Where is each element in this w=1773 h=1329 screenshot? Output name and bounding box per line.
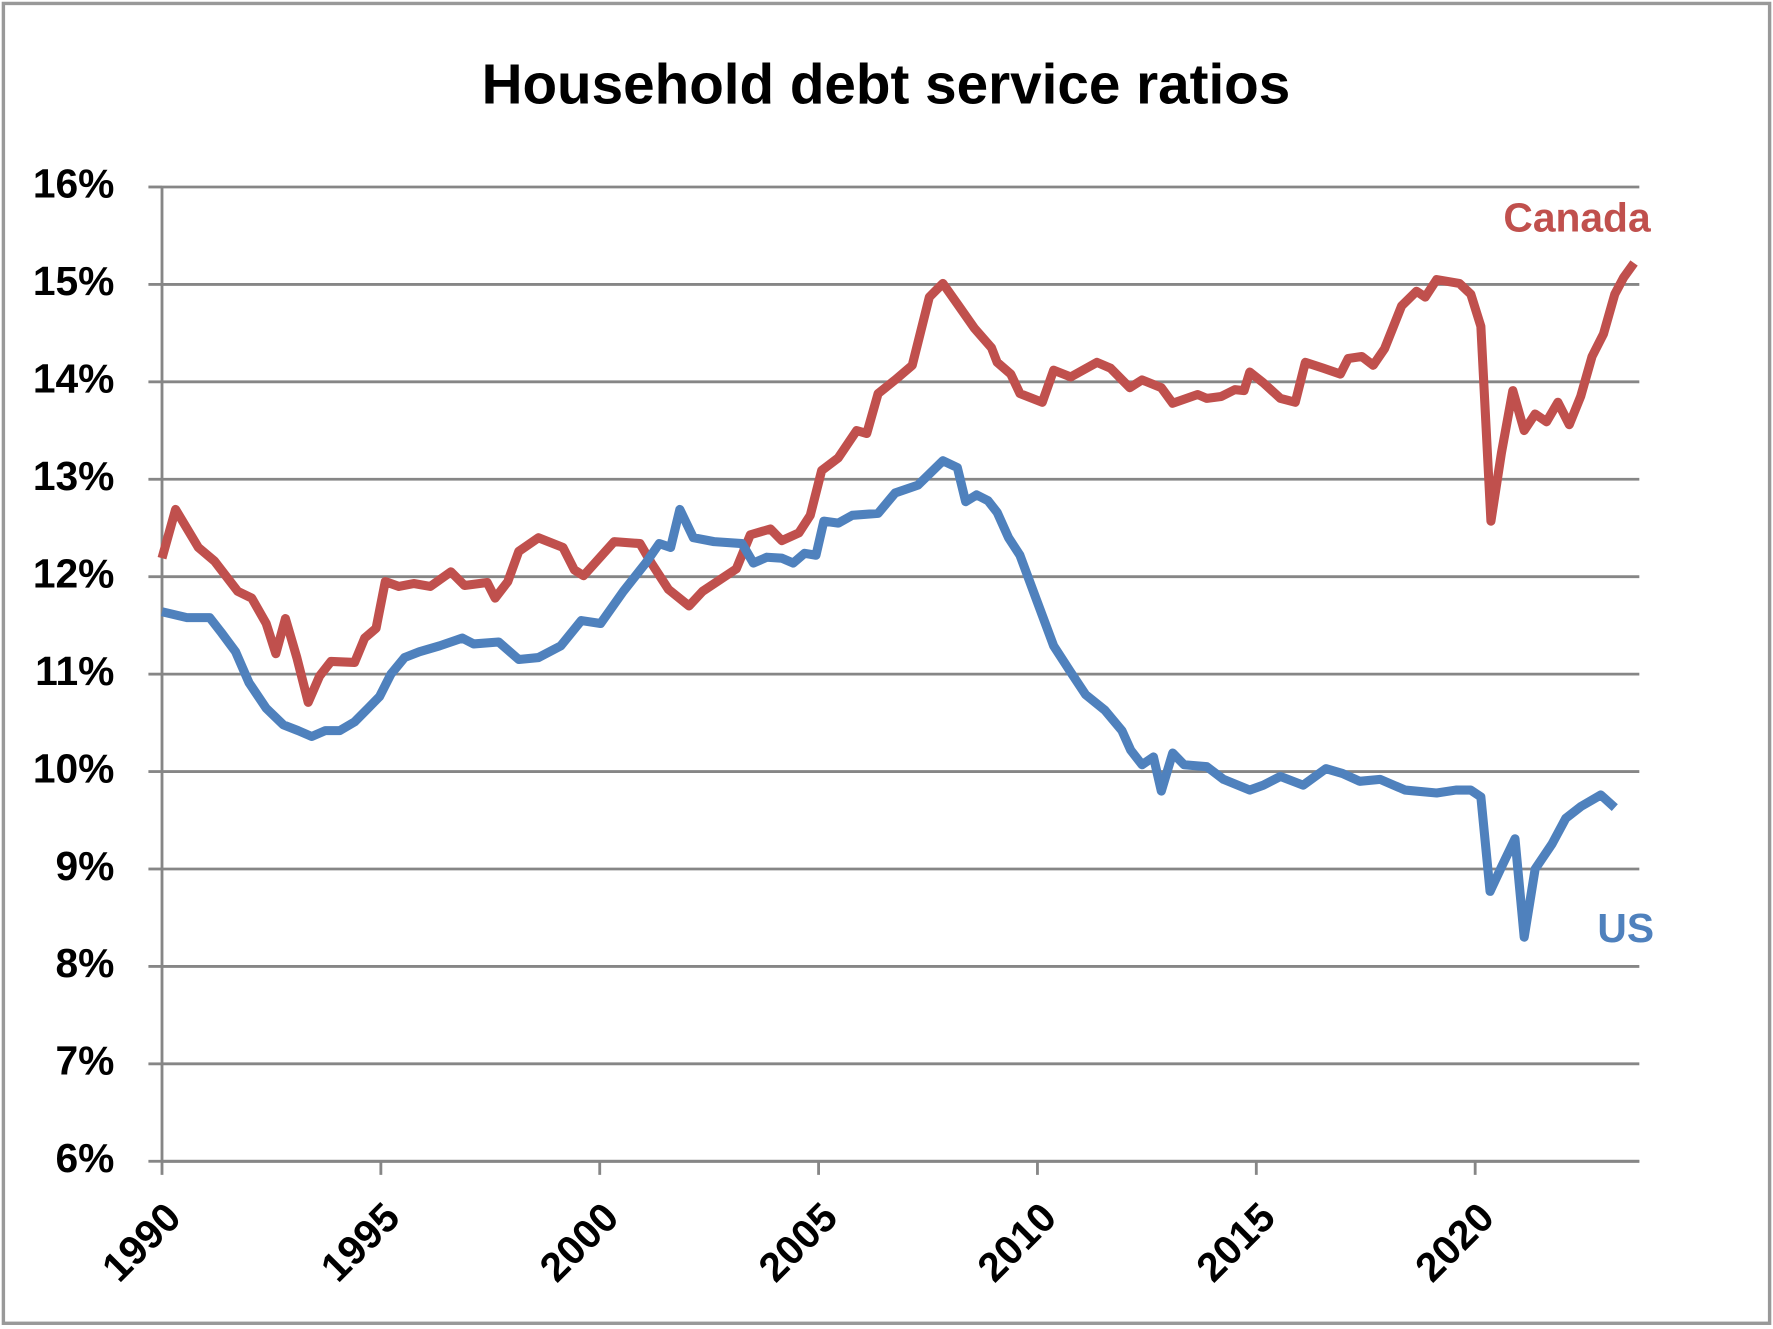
y-tick-label: 9% bbox=[56, 843, 115, 889]
legend-label: US bbox=[1597, 905, 1654, 951]
y-tick-label: 16% bbox=[33, 161, 115, 207]
y-tick-label: 10% bbox=[33, 745, 115, 791]
y-tick-label: 7% bbox=[56, 1038, 115, 1084]
y-tick-label: 11% bbox=[35, 648, 114, 694]
y-tick-label: 8% bbox=[56, 940, 115, 986]
series-line bbox=[157, 260, 1638, 707]
y-tick-label: 14% bbox=[33, 356, 115, 402]
y-tick-label: 13% bbox=[33, 453, 115, 499]
y-tick-label: 6% bbox=[56, 1135, 115, 1181]
legend-label: Canada bbox=[1503, 195, 1651, 241]
y-tick-label: 15% bbox=[33, 258, 115, 304]
chart-title: Household debt service ratios bbox=[482, 53, 1291, 116]
y-tick-label: 12% bbox=[33, 550, 115, 596]
series-line bbox=[160, 456, 1618, 942]
